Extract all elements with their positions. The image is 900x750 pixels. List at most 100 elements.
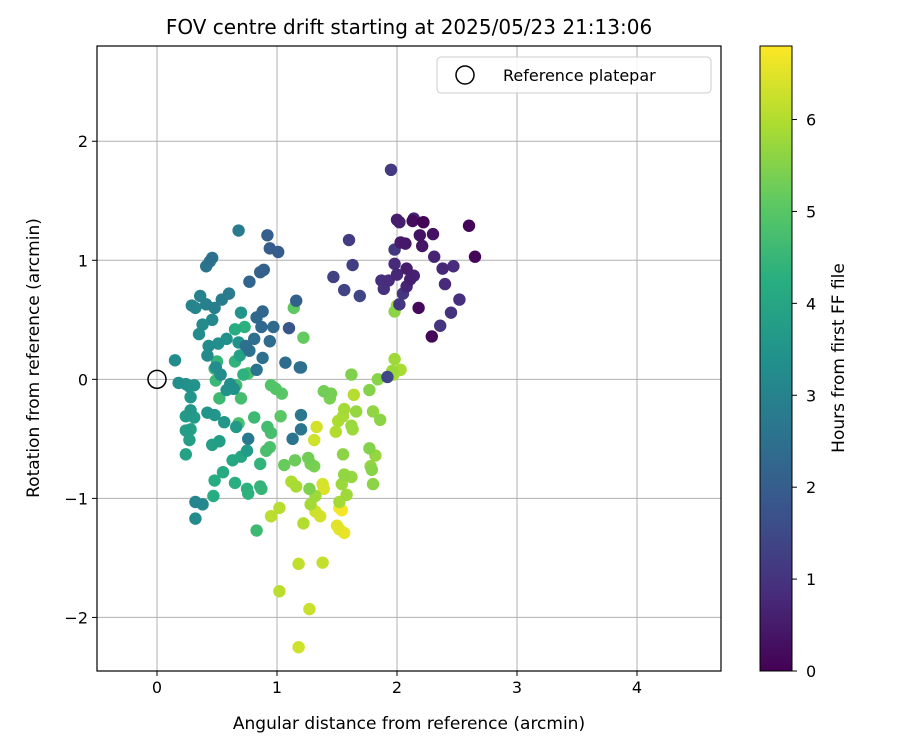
data-point <box>345 419 358 432</box>
data-point <box>347 388 360 402</box>
data-point <box>192 327 206 341</box>
data-point <box>196 318 209 331</box>
data-point <box>212 337 225 350</box>
data-point <box>202 339 215 353</box>
data-point <box>390 268 404 281</box>
data-point <box>234 392 248 405</box>
data-point <box>381 370 394 384</box>
data-point <box>342 233 356 247</box>
data-point <box>254 480 267 493</box>
y-tick-label: −2 <box>64 608 88 627</box>
data-point <box>336 448 350 461</box>
data-point <box>303 482 316 496</box>
data-point <box>183 433 196 447</box>
data-point <box>189 512 202 525</box>
data-point <box>404 273 417 286</box>
data-point <box>340 488 353 502</box>
data-point <box>417 215 430 229</box>
data-point <box>273 501 286 515</box>
data-point <box>329 425 342 438</box>
data-point <box>316 556 329 569</box>
data-point <box>206 313 219 327</box>
x-tick-label: 4 <box>632 678 642 697</box>
data-point <box>237 368 250 381</box>
data-point <box>213 392 226 405</box>
data-point <box>248 411 261 424</box>
data-point <box>371 373 384 386</box>
data-point <box>428 250 441 263</box>
data-point <box>462 219 476 232</box>
data-point <box>327 270 340 284</box>
scatter-points <box>168 163 482 654</box>
data-point <box>338 283 351 297</box>
data-point <box>228 476 242 490</box>
data-point <box>282 321 296 335</box>
data-point <box>425 330 438 343</box>
data-point <box>264 379 278 392</box>
data-point <box>288 454 302 467</box>
data-point <box>256 305 269 318</box>
data-point <box>261 420 274 434</box>
data-point <box>256 351 269 365</box>
data-point <box>388 352 401 366</box>
data-point <box>230 420 243 434</box>
data-point <box>297 517 310 530</box>
data-point <box>257 263 270 277</box>
data-point <box>308 433 321 447</box>
colorbar-tick-label: 6 <box>806 111 816 130</box>
data-point <box>444 306 458 319</box>
colorbar-ticks: 0 1 2 3 4 5 6 <box>792 111 816 681</box>
data-point <box>453 293 466 306</box>
data-point <box>366 405 380 418</box>
data-point <box>310 420 323 434</box>
data-point <box>303 602 316 616</box>
data-point <box>316 477 329 491</box>
data-point <box>203 255 216 268</box>
data-point <box>438 277 452 291</box>
y-tick-label: 1 <box>78 251 88 270</box>
x-tick-label: 1 <box>272 678 282 697</box>
data-point <box>240 482 254 496</box>
data-point <box>292 640 305 654</box>
data-point <box>232 224 245 237</box>
x-tick-label: 2 <box>392 678 402 697</box>
data-point <box>384 163 398 177</box>
data-point <box>447 260 460 273</box>
colorbar-tick-label: 5 <box>806 202 816 221</box>
data-point <box>413 229 426 242</box>
data-point <box>390 213 404 227</box>
data-point <box>184 390 197 404</box>
data-point <box>172 376 185 390</box>
y-tick-label: 2 <box>78 132 88 151</box>
data-point <box>254 457 267 471</box>
data-point <box>208 301 221 315</box>
plot-frame <box>96 45 722 672</box>
data-point <box>240 444 254 457</box>
y-tick-label: 0 <box>78 370 88 389</box>
data-point <box>406 214 419 228</box>
data-point <box>293 361 306 374</box>
x-axis-label: Angular distance from reference (arcmin) <box>233 714 585 734</box>
data-point <box>255 320 268 334</box>
colorbar-label: Hours from first FF file <box>829 263 849 453</box>
colorbar-tick-label: 4 <box>806 294 816 313</box>
y-tick-label: −1 <box>64 489 88 508</box>
data-point <box>228 323 242 336</box>
data-point <box>426 227 440 241</box>
data-point <box>218 415 231 429</box>
data-point <box>261 229 274 242</box>
data-point <box>250 363 263 377</box>
data-point <box>264 510 278 523</box>
data-point <box>263 335 276 348</box>
data-point <box>436 262 449 275</box>
data-point <box>363 383 376 397</box>
data-point <box>468 250 482 263</box>
data-point <box>273 585 286 598</box>
data-point <box>250 524 263 537</box>
data-point <box>243 275 256 288</box>
data-point <box>267 320 280 334</box>
data-point <box>374 413 387 427</box>
data-point <box>279 356 292 369</box>
data-point <box>434 319 447 332</box>
